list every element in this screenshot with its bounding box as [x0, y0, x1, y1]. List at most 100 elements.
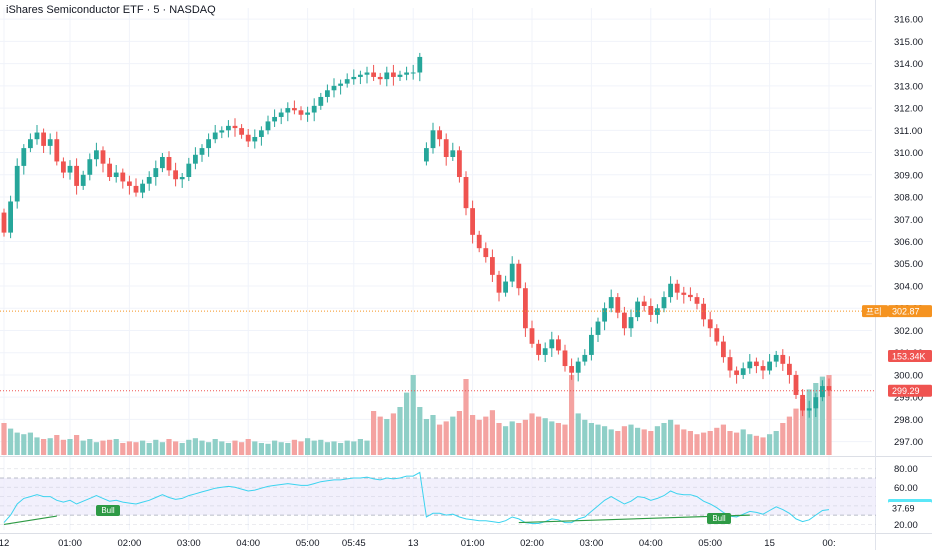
candle-body	[384, 72, 390, 80]
y-tick-label: 309.00	[894, 170, 923, 181]
volume-bar	[555, 423, 561, 455]
volume-bar	[245, 439, 251, 455]
volume-bar	[456, 411, 462, 455]
volume-bar	[311, 440, 317, 455]
volume-bar	[298, 441, 304, 455]
volume-bar	[654, 426, 660, 455]
candle-body	[424, 148, 429, 162]
volume-bar	[291, 439, 297, 455]
volume-bar	[707, 431, 713, 455]
candle-body	[470, 208, 475, 235]
volume-bar	[67, 439, 73, 455]
candle-body	[127, 181, 132, 186]
candle-body	[219, 130, 225, 133]
candle-body	[41, 132, 46, 146]
candle-body	[476, 234, 482, 249]
candle-body	[94, 150, 99, 160]
volume-bar	[47, 438, 53, 455]
x-tick-label: 05:45	[342, 538, 366, 549]
candle-body	[107, 163, 112, 178]
rsi-tick-label: 20.00	[894, 520, 918, 531]
volume-bar	[608, 429, 614, 455]
volume-bar	[153, 439, 159, 455]
candle-body	[707, 319, 713, 329]
volume-bar	[681, 429, 687, 455]
volume-bar	[272, 440, 278, 455]
candle-body	[575, 361, 581, 373]
candle-body	[113, 172, 119, 178]
volume-bar	[483, 416, 489, 455]
volume-bar	[522, 419, 528, 455]
x-tick-label: 12	[0, 538, 9, 549]
volume-bar	[225, 443, 231, 455]
volume-bar	[813, 383, 819, 455]
candle-body	[80, 174, 86, 186]
candle-body	[806, 408, 812, 411]
volume-bar	[377, 416, 383, 455]
candle-body	[483, 248, 489, 258]
candle-body	[351, 76, 357, 80]
candle-body	[87, 159, 93, 175]
y-tick-label: 312.00	[894, 104, 923, 115]
candle-body	[298, 110, 304, 115]
candle-body	[74, 165, 79, 186]
candle-body	[793, 374, 799, 395]
candle-body	[714, 328, 720, 342]
volume-bar	[159, 442, 165, 455]
candle-body	[305, 112, 310, 115]
candle-body	[582, 354, 588, 362]
candle-body	[47, 139, 53, 146]
candle-body	[404, 72, 409, 75]
volume-bar	[404, 392, 410, 455]
volume-bar	[212, 439, 218, 455]
volume-bar	[113, 439, 119, 455]
candle-body	[153, 168, 159, 178]
candle-body	[120, 172, 126, 182]
bull-badge-label: Bull	[101, 506, 115, 515]
candle-body	[245, 134, 251, 142]
candle-body	[338, 83, 343, 86]
volume-bar	[318, 439, 324, 455]
volume-bar	[793, 408, 799, 455]
volume-bar	[331, 441, 337, 455]
candle-body	[754, 361, 759, 367]
candle-body	[410, 72, 416, 74]
vol-price-value: 153.34K	[892, 352, 926, 362]
x-tick-label: 03:00	[177, 538, 201, 549]
prev-price-badge	[888, 305, 932, 318]
candle-body	[272, 116, 277, 122]
volume-bar	[93, 442, 99, 455]
volume-bar	[800, 399, 806, 455]
candle-body	[265, 121, 271, 131]
candle-body	[813, 397, 819, 409]
x-tick-label: 05:00	[698, 538, 722, 549]
volume-bar	[232, 440, 238, 455]
candle-body	[615, 297, 621, 313]
volume-bar	[628, 424, 634, 455]
candle-body	[311, 105, 317, 113]
candle-body	[199, 148, 205, 155]
candle-body	[133, 185, 139, 193]
volume-bar	[206, 442, 212, 455]
x-tick-label: 05:00	[296, 538, 320, 549]
candle-body	[569, 366, 574, 373]
volume-bar	[364, 440, 370, 455]
rsi-tick-label: 60.00	[894, 483, 918, 494]
y-tick-label: 302.00	[894, 326, 923, 337]
candle-body	[516, 263, 522, 289]
volume-bar	[786, 416, 792, 455]
y-tick-label: 298.00	[894, 415, 923, 426]
volume-bar	[338, 443, 344, 455]
volume-bar	[668, 419, 674, 455]
volume-bar	[120, 443, 126, 455]
volume-bar	[285, 443, 291, 455]
candle-body	[140, 183, 145, 193]
y-tick-label: 307.00	[894, 215, 923, 226]
candle-body	[549, 339, 555, 349]
candle-body	[734, 370, 739, 375]
candle-body	[622, 312, 627, 329]
rsi-tick-label: 80.00	[894, 464, 918, 475]
volume-bar	[417, 407, 423, 455]
candle-body	[635, 301, 640, 318]
